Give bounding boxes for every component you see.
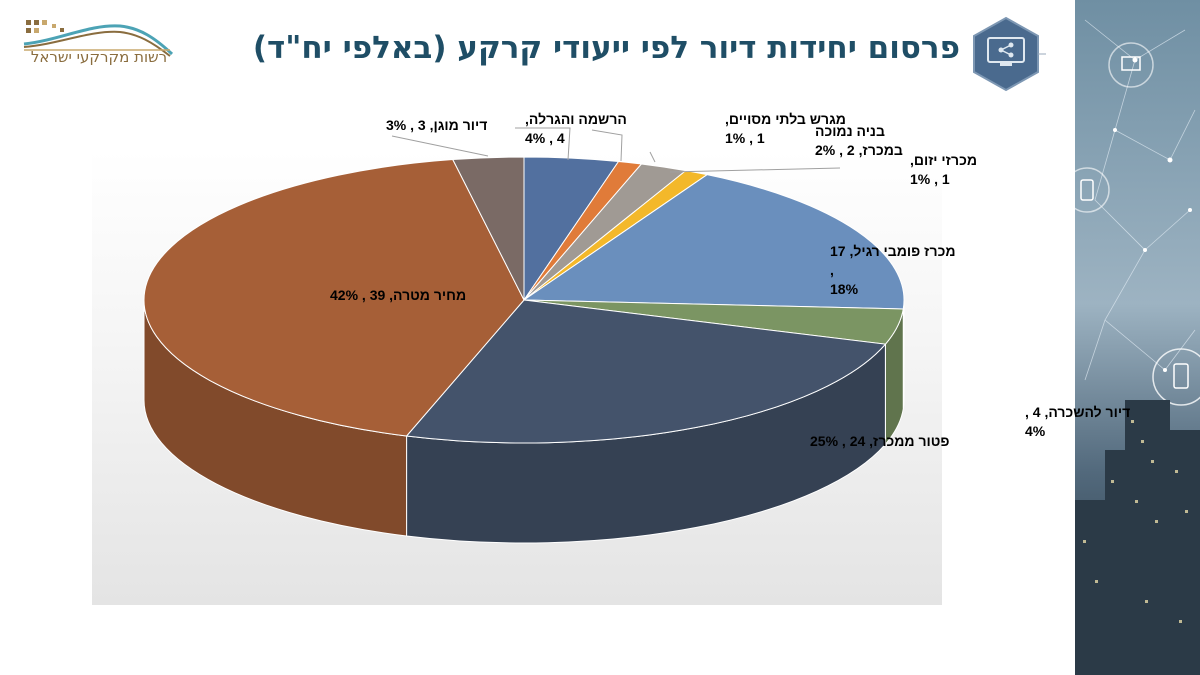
slice-data-label: דיור להשכרה, 4 , 4% bbox=[1025, 404, 1130, 439]
slice-data-label: מגרש בלתי מסויים, 1 , 1% bbox=[725, 111, 846, 146]
pie-slice bbox=[522, 174, 905, 310]
leader-line bbox=[649, 151, 656, 163]
logo-text: רשות מקרקעי ישראל bbox=[30, 48, 168, 66]
slice-data-label: פטור ממכרז, 24 , 25% bbox=[810, 433, 950, 449]
pie-slice bbox=[405, 299, 887, 444]
slice-data-label: דיור מוגן, 3 , 3% bbox=[386, 117, 487, 133]
page-title: פרסום יחידות דיור לפי ייעודי קרקע (באלפי… bbox=[252, 30, 960, 66]
slice-data-label: בניה נמוכה במכרז, 2 , 2% bbox=[815, 123, 903, 158]
slice-data-label: מכרז פומבי רגיל, 17, 18% bbox=[830, 243, 956, 297]
leader-line bbox=[591, 129, 623, 162]
leader-line bbox=[669, 167, 841, 173]
share-icon bbox=[973, 16, 1046, 92]
pie-slice bbox=[452, 156, 525, 301]
pie-slice bbox=[143, 159, 525, 437]
decorative-side-panel bbox=[1075, 0, 1200, 675]
slice-data-label: מכרזי יזום, 1 , 1% bbox=[910, 152, 977, 187]
leader-line bbox=[515, 127, 571, 161]
slice-data-label: הרשמה והגרלה, 4 , 4% bbox=[525, 111, 627, 146]
israel-land-authority-logo bbox=[23, 20, 174, 57]
leader-line bbox=[391, 135, 489, 157]
slice-data-label: מחיר מטרה, 39 , 42% bbox=[330, 287, 466, 303]
